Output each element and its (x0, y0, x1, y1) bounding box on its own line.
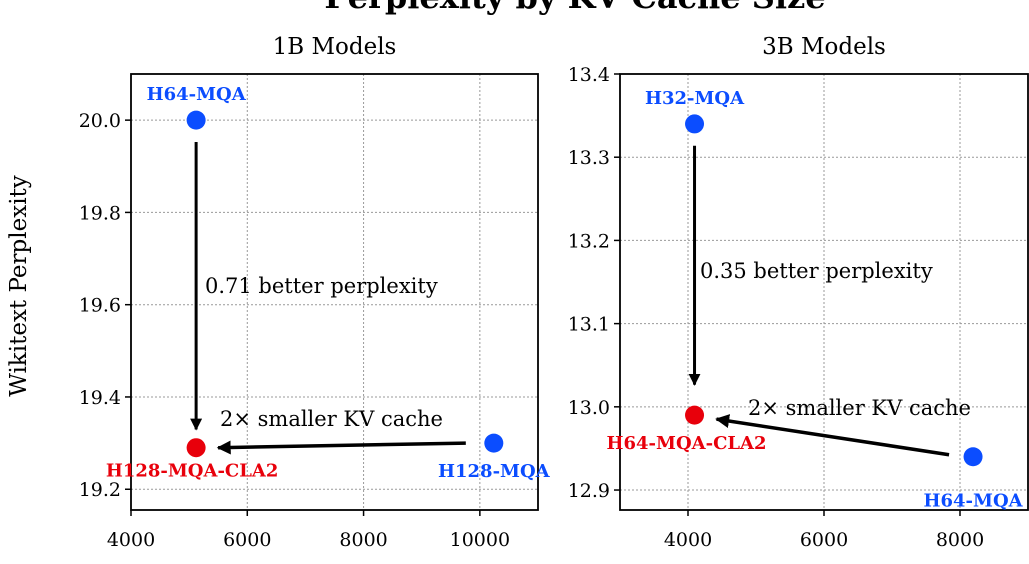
y-tick-label: 13.0 (568, 397, 610, 419)
panel-2: 4000 6000 8000 12.9 13.0 13.1 13.2 13.3 13.4 3B M… (568, 34, 1029, 551)
kv-cache-arrow (216, 440, 466, 455)
panel-title: 1B Models (273, 34, 397, 60)
y-tick-label: 20.0 (79, 110, 121, 132)
data-point-h64-mqa (963, 447, 983, 467)
axes-frame (130, 73, 539, 511)
panel-1: 4000 6000 8000 10000 19.2 19.4 19.6 19.8 20.0 1B … (79, 34, 551, 551)
y-tick-label: 19.8 (79, 202, 121, 224)
data-point-h128-mqa-cla2 (186, 438, 206, 458)
data-point-h64-mqa (186, 110, 206, 130)
y-tick-label: 19.6 (79, 295, 121, 317)
y-tick-label: 13.2 (568, 230, 610, 252)
y-tick-label: 13.1 (568, 314, 610, 336)
perplexity-annotation: 0.35 better perplexity (700, 259, 933, 283)
y-tick-label: 12.9 (568, 480, 610, 502)
kv-cache-annotation: 2× smaller KV cache (748, 396, 971, 420)
y-tick-label: 13.4 (568, 64, 610, 86)
kv-cache-arrow (715, 414, 950, 457)
axes-frame (619, 73, 1029, 511)
x-tick-label: 10000 (450, 529, 510, 551)
point-label: H64-MQA-CLA2 (607, 433, 767, 454)
y-tick-label: 19.4 (79, 387, 121, 409)
y-tick-label: 19.2 (79, 479, 121, 501)
data-point-h32-mqa (685, 114, 705, 134)
data-point-h64-mqa-cla2 (685, 405, 705, 425)
data-point-h128-mqa (484, 433, 504, 453)
point-label: H128-MQA-CLA2 (106, 461, 279, 482)
point-label: H64-MQA (924, 491, 1024, 512)
x-tick-label: 6000 (800, 529, 848, 551)
kv-cache-annotation: 2× smaller KV cache (220, 407, 443, 431)
x-tick-label: 8000 (339, 529, 387, 551)
x-tick-label: 6000 (223, 529, 271, 551)
x-tick-label: 4000 (664, 529, 712, 551)
perplexity-annotation: 0.71 better perplexity (205, 274, 438, 298)
x-tick-label: 8000 (936, 529, 984, 551)
point-label: H64-MQA (147, 84, 247, 105)
chart-title: Perplexity by KV Cache Size (324, 0, 825, 16)
point-label: H128-MQA (438, 461, 551, 482)
y-axis-label: Wikitext Perplexity (6, 175, 32, 397)
panel-title: 3B Models (762, 34, 886, 60)
x-tick-label: 4000 (107, 529, 155, 551)
y-tick-label: 13.3 (568, 147, 610, 169)
point-label: H32-MQA (645, 88, 745, 109)
